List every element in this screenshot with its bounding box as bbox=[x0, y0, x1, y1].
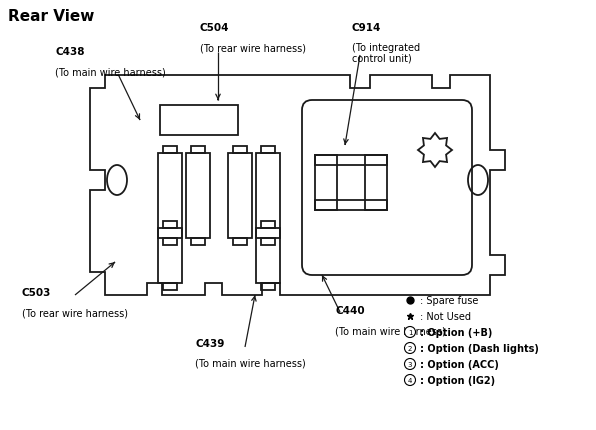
Bar bbox=[365, 156, 387, 211]
Text: 4: 4 bbox=[408, 377, 412, 383]
Bar bbox=[256, 153, 280, 238]
Bar bbox=[163, 238, 177, 245]
Text: 2: 2 bbox=[408, 345, 412, 351]
Bar bbox=[158, 153, 182, 238]
Text: C439: C439 bbox=[195, 338, 224, 348]
Circle shape bbox=[405, 343, 415, 354]
Circle shape bbox=[405, 375, 415, 386]
Text: (To integrated: (To integrated bbox=[352, 43, 420, 53]
Text: C914: C914 bbox=[352, 23, 381, 33]
Text: C503: C503 bbox=[22, 287, 51, 297]
Bar bbox=[163, 283, 177, 290]
Text: (To rear wire harness): (To rear wire harness) bbox=[22, 307, 128, 317]
Bar bbox=[315, 156, 387, 166]
Bar bbox=[158, 228, 182, 283]
Text: 1: 1 bbox=[408, 329, 412, 335]
Bar bbox=[228, 153, 252, 238]
Text: (To rear wire harness): (To rear wire harness) bbox=[200, 43, 306, 53]
Text: : Option (ACC): : Option (ACC) bbox=[420, 359, 499, 369]
Bar bbox=[191, 238, 205, 245]
Bar bbox=[261, 238, 275, 245]
Text: C438: C438 bbox=[55, 47, 85, 57]
Text: (To main wire harness): (To main wire harness) bbox=[55, 67, 166, 77]
Text: (To main wire harness): (To main wire harness) bbox=[335, 325, 446, 335]
Text: : Not Used: : Not Used bbox=[420, 311, 471, 321]
Circle shape bbox=[405, 359, 415, 370]
Bar bbox=[261, 146, 275, 153]
Bar bbox=[160, 106, 238, 136]
Bar bbox=[191, 146, 205, 153]
Bar bbox=[233, 146, 247, 153]
Bar bbox=[315, 156, 337, 211]
Text: : Spare fuse: : Spare fuse bbox=[420, 295, 479, 305]
Bar bbox=[261, 283, 275, 290]
Text: 3: 3 bbox=[408, 361, 412, 367]
Bar bbox=[261, 221, 275, 228]
Bar bbox=[163, 221, 177, 228]
Text: : Option (Dash lights): : Option (Dash lights) bbox=[420, 343, 539, 353]
Text: C440: C440 bbox=[335, 305, 365, 315]
Text: control unit): control unit) bbox=[352, 53, 412, 63]
Text: (To main wire harness): (To main wire harness) bbox=[195, 358, 306, 368]
Text: : Option (IG2): : Option (IG2) bbox=[420, 375, 495, 385]
Bar bbox=[186, 153, 210, 238]
Text: Rear View: Rear View bbox=[8, 9, 94, 24]
Text: C504: C504 bbox=[200, 23, 229, 33]
Text: : Option (+B): : Option (+B) bbox=[420, 327, 492, 337]
Bar bbox=[233, 238, 247, 245]
Bar bbox=[163, 146, 177, 153]
Circle shape bbox=[405, 327, 415, 338]
Bar bbox=[256, 228, 280, 283]
Bar bbox=[315, 200, 387, 211]
